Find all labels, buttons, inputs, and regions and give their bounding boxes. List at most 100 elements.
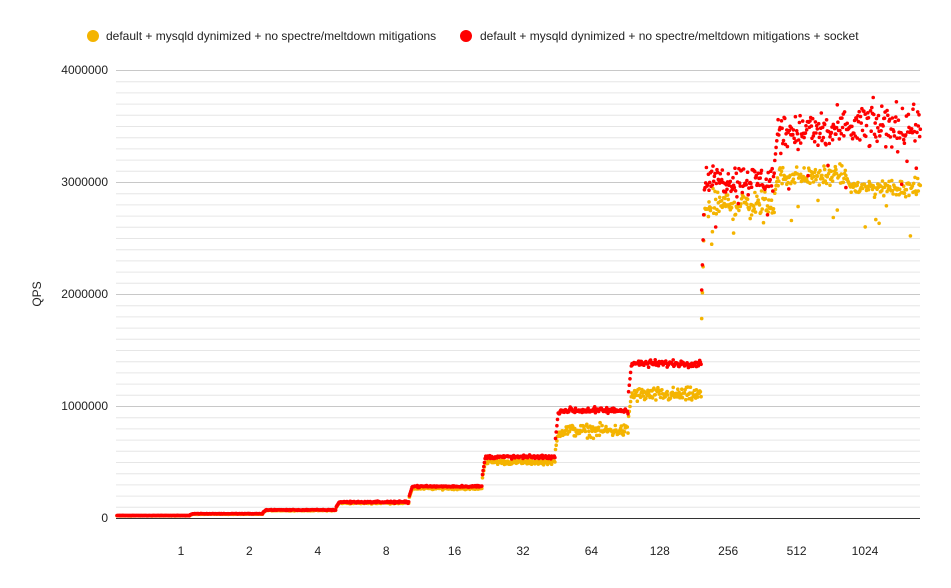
data-point xyxy=(864,123,869,128)
data-point xyxy=(918,127,923,131)
data-point xyxy=(916,124,921,128)
data-point xyxy=(753,190,757,195)
data-point xyxy=(827,141,832,146)
data-point xyxy=(713,197,718,202)
data-point xyxy=(840,116,844,120)
data-point xyxy=(873,192,877,197)
data-point xyxy=(789,218,794,223)
data-point xyxy=(816,198,820,203)
data-point xyxy=(700,263,705,267)
data-point xyxy=(834,132,838,136)
data-point xyxy=(751,204,756,208)
data-point xyxy=(830,179,835,183)
data-point xyxy=(890,145,894,149)
data-point xyxy=(699,362,703,367)
data-point xyxy=(911,102,916,107)
data-point xyxy=(899,182,904,187)
data-point xyxy=(738,184,743,188)
data-point xyxy=(894,100,899,104)
data-point xyxy=(710,183,715,187)
data-point xyxy=(671,385,675,390)
data-point xyxy=(701,238,705,242)
legend-item-series-2[interactable]: default + mysqld dynimized + no spectre/… xyxy=(460,29,859,43)
data-point xyxy=(713,171,717,176)
y-axis-label: QPS xyxy=(30,281,44,306)
data-point xyxy=(909,127,914,131)
data-point xyxy=(871,95,875,100)
data-point xyxy=(794,129,799,133)
data-point xyxy=(724,182,729,187)
data-point xyxy=(845,121,849,126)
data-point xyxy=(856,119,861,124)
data-point xyxy=(886,113,890,118)
data-point xyxy=(824,143,828,147)
data-point xyxy=(728,179,733,184)
data-point xyxy=(714,181,719,186)
data-point xyxy=(760,207,764,211)
x-tick-label: 128 xyxy=(650,544,670,558)
legend-item-series-1[interactable]: default + mysqld dynimized + no spectre/… xyxy=(87,29,436,43)
data-point xyxy=(844,185,848,190)
data-point xyxy=(567,429,572,434)
data-point xyxy=(749,213,754,217)
data-point xyxy=(814,177,818,182)
data-point xyxy=(553,455,557,460)
data-point xyxy=(717,195,722,200)
data-point xyxy=(880,179,885,183)
data-point xyxy=(904,187,909,192)
data-point xyxy=(812,139,817,144)
data-point xyxy=(709,206,713,210)
data-point xyxy=(820,138,824,143)
data-point xyxy=(731,217,735,222)
data-point xyxy=(786,180,790,185)
data-point xyxy=(628,377,632,381)
data-point xyxy=(682,391,687,395)
data-point xyxy=(656,363,661,368)
data-point xyxy=(626,411,630,416)
data-point xyxy=(820,125,825,130)
data-point xyxy=(699,316,704,321)
data-point xyxy=(895,136,899,140)
data-point xyxy=(880,189,884,193)
data-point xyxy=(897,187,902,191)
data-point xyxy=(837,137,842,141)
data-point xyxy=(901,137,906,142)
data-point xyxy=(843,168,848,173)
data-point xyxy=(866,187,871,192)
data-point xyxy=(900,106,905,111)
data-point xyxy=(915,176,920,181)
legend-marker-series-1 xyxy=(87,30,99,42)
data-point xyxy=(719,177,724,182)
data-point xyxy=(842,134,846,138)
data-point xyxy=(622,430,627,434)
data-point xyxy=(896,118,901,122)
data-point xyxy=(822,122,827,127)
data-point xyxy=(874,135,878,139)
data-point xyxy=(895,150,900,154)
data-point xyxy=(892,134,897,138)
data-point xyxy=(653,393,657,397)
data-point xyxy=(481,468,485,473)
data-point xyxy=(613,423,618,428)
data-point xyxy=(745,178,749,183)
data-point xyxy=(764,177,768,181)
data-point xyxy=(745,202,749,207)
y-tick-label: 3000000 xyxy=(61,175,108,189)
data-point xyxy=(915,130,919,135)
data-point xyxy=(591,436,596,441)
data-point xyxy=(652,386,656,391)
data-point xyxy=(880,104,884,108)
data-point xyxy=(811,180,816,184)
data-point xyxy=(777,179,781,183)
data-point xyxy=(828,135,832,139)
data-point xyxy=(791,132,795,137)
x-tick-label: 512 xyxy=(787,544,807,558)
data-point xyxy=(757,183,762,188)
data-point xyxy=(773,152,778,156)
data-point xyxy=(663,395,667,399)
data-point xyxy=(644,396,648,401)
data-point xyxy=(863,225,867,229)
data-point xyxy=(765,213,770,217)
data-point xyxy=(749,181,753,186)
data-point xyxy=(804,124,808,128)
